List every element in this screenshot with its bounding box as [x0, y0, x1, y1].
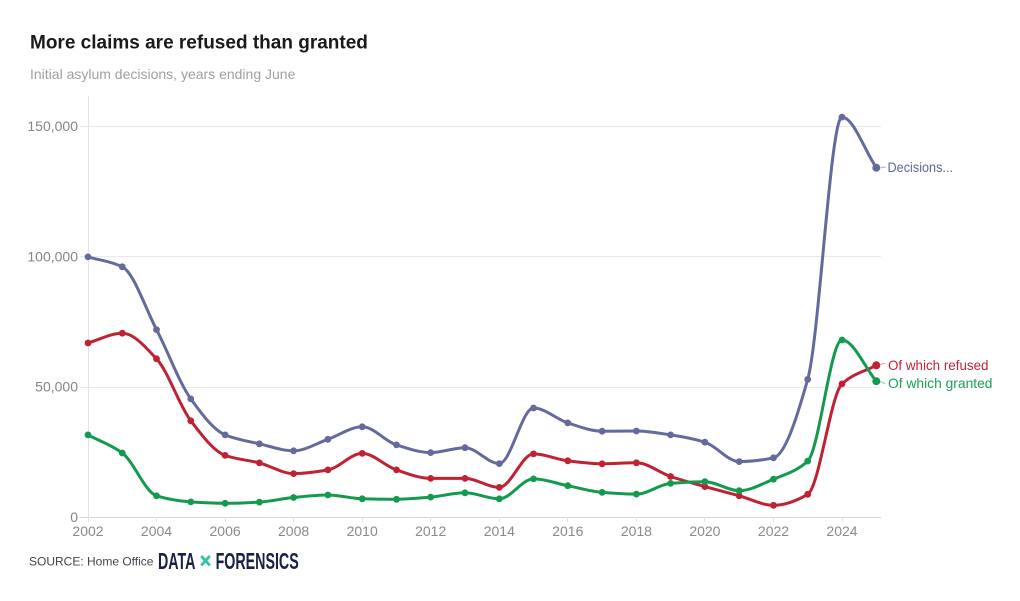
svg-text:150,000: 150,000 — [27, 118, 78, 134]
svg-text:2006: 2006 — [210, 523, 241, 539]
svg-text:2012: 2012 — [415, 523, 446, 539]
svg-text:DATA: DATA — [158, 550, 196, 575]
svg-text:2010: 2010 — [347, 523, 378, 539]
svg-text:2002: 2002 — [72, 523, 103, 539]
svg-text:100,000: 100,000 — [27, 248, 78, 264]
svg-text:0: 0 — [70, 509, 78, 525]
svg-text:Of which refused: Of which refused — [888, 357, 989, 373]
svg-text:2022: 2022 — [758, 523, 789, 539]
svg-text:More claims are refused than g: More claims are refused than granted — [30, 33, 368, 54]
svg-text:2024: 2024 — [826, 523, 857, 539]
svg-text:Initial asylum decisions, year: Initial asylum decisions, years ending J… — [30, 66, 296, 82]
svg-text:Decisions...: Decisions... — [888, 159, 954, 175]
svg-text:Of which granted: Of which granted — [888, 375, 993, 391]
svg-text:2016: 2016 — [552, 523, 583, 539]
svg-text:2008: 2008 — [278, 523, 309, 539]
svg-text:50,000: 50,000 — [35, 379, 78, 395]
svg-text:2004: 2004 — [141, 523, 172, 539]
svg-text:2014: 2014 — [484, 523, 515, 539]
svg-text:2018: 2018 — [621, 523, 652, 539]
svg-text:SOURCE: Home Office: SOURCE: Home Office — [29, 555, 154, 569]
svg-text:FORENSICS: FORENSICS — [216, 550, 299, 575]
svg-text:2020: 2020 — [689, 523, 720, 539]
